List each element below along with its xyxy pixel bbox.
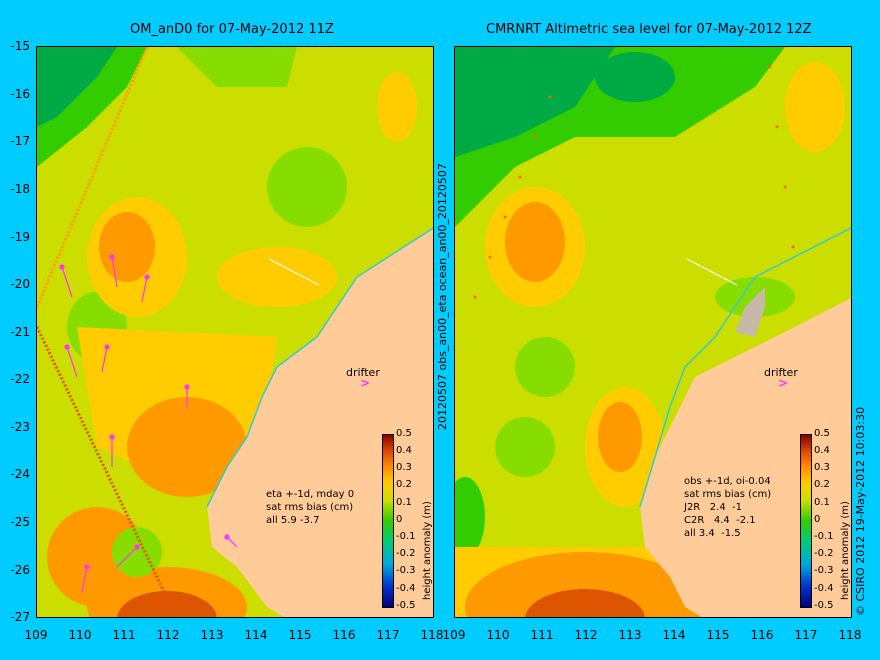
right-drifter-marker-icon: > [778,376,789,390]
lon-tick: 109 [442,628,466,642]
lat-tick: -18 [10,182,30,196]
colorbar-label: -0.2 [814,548,834,559]
lon-tick: 117 [794,628,818,642]
right-drifter-label: drifter [764,366,798,379]
land-area [207,228,433,617]
lon-tick: 117 [376,628,400,642]
colorbar-label: 0 [814,514,821,525]
land-area [640,298,851,617]
lon-tick: 110 [68,628,92,642]
right-map-svg [455,47,851,617]
lat-tick: -24 [10,467,30,481]
colorbar-title: height anomaly (m) [422,501,433,600]
lon-tick: 111 [530,628,554,642]
colorbar-label: 0 [396,514,403,525]
lat-tick: -25 [10,515,30,529]
lon-tick: 113 [618,628,642,642]
lon-tick: 112 [156,628,180,642]
colorbar-label: 0.3 [396,462,412,473]
colorbar-label: -0.5 [814,600,834,611]
lat-tick: -27 [10,610,30,624]
lon-tick: 118 [420,628,444,642]
right-stats-text: obs +-1d, oi-0.04 sat rms bias (cm) J2R … [684,476,772,539]
lon-tick: 112 [574,628,598,642]
left-map-title: OM_anD0 for 07-May-2012 11Z [130,22,334,37]
lat-tick: -23 [10,420,30,434]
lon-tick: 109 [24,628,48,642]
colorbar-label: -0.2 [396,548,416,559]
colorbar-label: -0.3 [814,565,834,576]
lon-tick: 114 [244,628,268,642]
lon-tick: 111 [112,628,136,642]
colorbar-label: -0.4 [396,583,416,594]
lon-tick: 113 [200,628,224,642]
colorbar-label: 0.1 [814,497,830,508]
lat-tick: -22 [10,372,30,386]
lon-tick: 115 [706,628,730,642]
colorbar-label: 0.4 [814,445,830,456]
lon-tick: 115 [288,628,312,642]
colorbar-gradient [382,434,394,608]
colorbar-label: 0.2 [814,479,830,490]
lon-tick: 114 [662,628,686,642]
colorbar-label: -0.4 [814,583,834,594]
right-map-panel [454,46,852,618]
colorbar-title: height anomaly (m) [840,501,851,600]
satellite-track-points [473,65,795,299]
right-map-title: CMRNRT Altimetric sea level for 07-May-2… [486,22,812,37]
left-map-svg [37,47,433,617]
lon-tick: 116 [332,628,356,642]
lon-tick: 116 [750,628,774,642]
left-map-panel [36,46,434,618]
lon-tick: 118 [838,628,862,642]
colorbar-label: -0.3 [396,565,416,576]
colorbar-gradient [800,434,812,608]
colorbar-label: 0.2 [396,479,412,490]
colorbar-label: -0.1 [814,531,834,542]
left-drifter-label: drifter [346,366,380,379]
colorbar-label: 0.4 [396,445,412,456]
lat-tick: -21 [10,325,30,339]
lat-tick: -17 [10,134,30,148]
file-id-vertical-label: 20120507 obs_an00_eta ocean_an00_2012050… [436,163,449,430]
left-stats-text: eta +-1d, mday 0 sat rms bias (cm) all 5… [266,489,355,526]
lat-tick: -20 [10,277,30,291]
current-vectors [59,254,238,593]
lat-tick: -15 [10,39,30,53]
left-drifter-marker-icon: > [360,376,371,390]
lat-tick: -26 [10,563,30,577]
colorbar-label: 0.5 [396,428,412,439]
lon-tick: 110 [486,628,510,642]
colorbar-label: 0.1 [396,497,412,508]
credit-text: © CSIRO 2012 19-May-2012 10:03:30 [854,406,867,616]
colorbar-label: -0.5 [396,600,416,611]
colorbar-label: 0.5 [814,428,830,439]
colorbar-label: -0.1 [396,531,416,542]
lat-tick: -19 [10,230,30,244]
colorbar-label: 0.3 [814,462,830,473]
lat-tick: -16 [10,87,30,101]
